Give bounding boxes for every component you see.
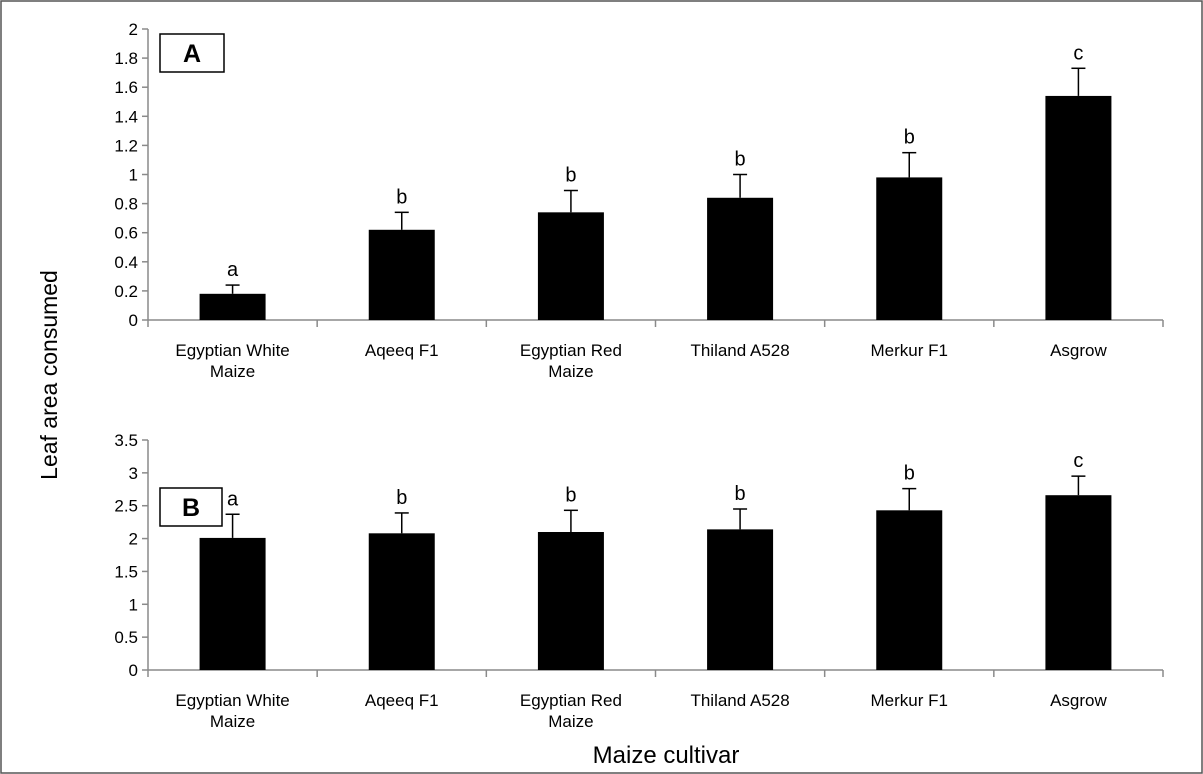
panel-b-label-box [159, 487, 223, 527]
panel-a-y-tick-label: 1.8 [114, 49, 138, 68]
panel-a-chart: 0 0.2 0.4 0.6 0.8 1 1.2 1.4 1.6 1.8 2 a Egyptian Whi… [114, 20, 1164, 381]
panel-b-significance-letter: c [1073, 450, 1083, 472]
panel-b-category-label: Aqeeq F1 [365, 691, 439, 710]
panel-b-category-label: Maize [210, 712, 255, 731]
panel-a-label: A [183, 40, 201, 68]
panel-a-category-label: Egyptian White [175, 341, 289, 360]
panel-a-bar [368, 229, 435, 320]
x-axis-title: Maize cultivar [593, 742, 740, 769]
panel-a-bar [707, 197, 774, 320]
panel-a-y-tick-label: 0.8 [114, 195, 138, 214]
panel-b-significance-letter: b [565, 484, 576, 506]
panel-b-y-tick-label: 3 [129, 464, 138, 483]
panel-a-y-tick-label: 0 [129, 311, 138, 330]
panel-b-bar [876, 510, 943, 670]
panel-a-category-label: Egyptian Red [520, 341, 622, 360]
panel-b-y-tick-label: 0.5 [114, 628, 138, 647]
panel-a-y-tick-label: 1.4 [114, 107, 138, 126]
panel-a-y-tick-label: 1.2 [114, 136, 138, 155]
panel-a-bar [876, 177, 943, 320]
panel-a-y-tick-label: 0.2 [114, 282, 138, 301]
panel-b-y-tick-label: 1 [129, 595, 138, 614]
panel-a-significance-letter: c [1073, 42, 1083, 64]
panel-a-y-tick-label: 0.4 [114, 253, 138, 272]
panel-b-chart: 0 0.5 1 1.5 2 2.5 3 3.5 a Egyptian White Maize b Aqe… [114, 431, 1164, 731]
panel-b-category-label: Maize [548, 712, 593, 731]
panel-a-category-label: Maize [548, 362, 593, 381]
panel-b-y-tick-label: 2 [129, 530, 138, 549]
panel-a-significance-letter: b [565, 165, 576, 187]
panel-b-y-tick-label: 0 [129, 661, 138, 680]
panel-b-bar [537, 532, 604, 670]
panel-b-y-tick-label: 1.5 [114, 562, 138, 581]
panel-a-y-tick-label: 2 [129, 20, 138, 39]
panel-b-bar [199, 537, 266, 670]
panel-a-bar [199, 293, 266, 320]
panel-b-y-tick-label: 3.5 [114, 431, 138, 450]
panel-b-category-label: Merkur F1 [871, 691, 948, 710]
panel-b-y-tick-label: 2.5 [114, 497, 138, 516]
panel-b-significance-letter: b [396, 487, 407, 509]
panel-b-significance-letter: a [227, 488, 239, 510]
panel-b-significance-letter: b [735, 483, 746, 505]
panel-b-category-label: Egyptian White [175, 691, 289, 710]
panel-a-bar [537, 212, 604, 320]
panel-a-category-label: Asgrow [1050, 341, 1107, 360]
panel-b-bar [368, 533, 435, 670]
panel-a-category-label: Aqeeq F1 [365, 341, 439, 360]
panel-b-label: B [182, 494, 200, 522]
panel-b-bar [1045, 495, 1112, 670]
y-axis-title: Leaf area consumed [36, 270, 62, 480]
panel-a-y-tick-label: 1 [129, 166, 138, 185]
panel-a-category-label: Thiland A528 [690, 341, 789, 360]
panel-b-category-label: Egyptian Red [520, 691, 622, 710]
panel-a-significance-letter: b [396, 186, 407, 208]
panel-a-y-tick-label: 1.6 [114, 78, 138, 97]
panel-a-category-label: Merkur F1 [871, 341, 948, 360]
panel-a-label-box [159, 33, 225, 73]
panel-b-category-label: Thiland A528 [690, 691, 789, 710]
panel-a-category-label: Maize [210, 362, 255, 381]
panel-b-significance-letter: b [904, 463, 915, 485]
panel-a-significance-letter: b [735, 149, 746, 171]
panel-a-bar [1045, 95, 1112, 321]
panel-b-bar [707, 529, 774, 670]
panel-a-significance-letter: a [227, 259, 239, 281]
panel-a-significance-letter: b [904, 127, 915, 149]
panel-a-y-tick-label: 0.6 [114, 224, 138, 243]
panel-b-category-label: Asgrow [1050, 691, 1107, 710]
